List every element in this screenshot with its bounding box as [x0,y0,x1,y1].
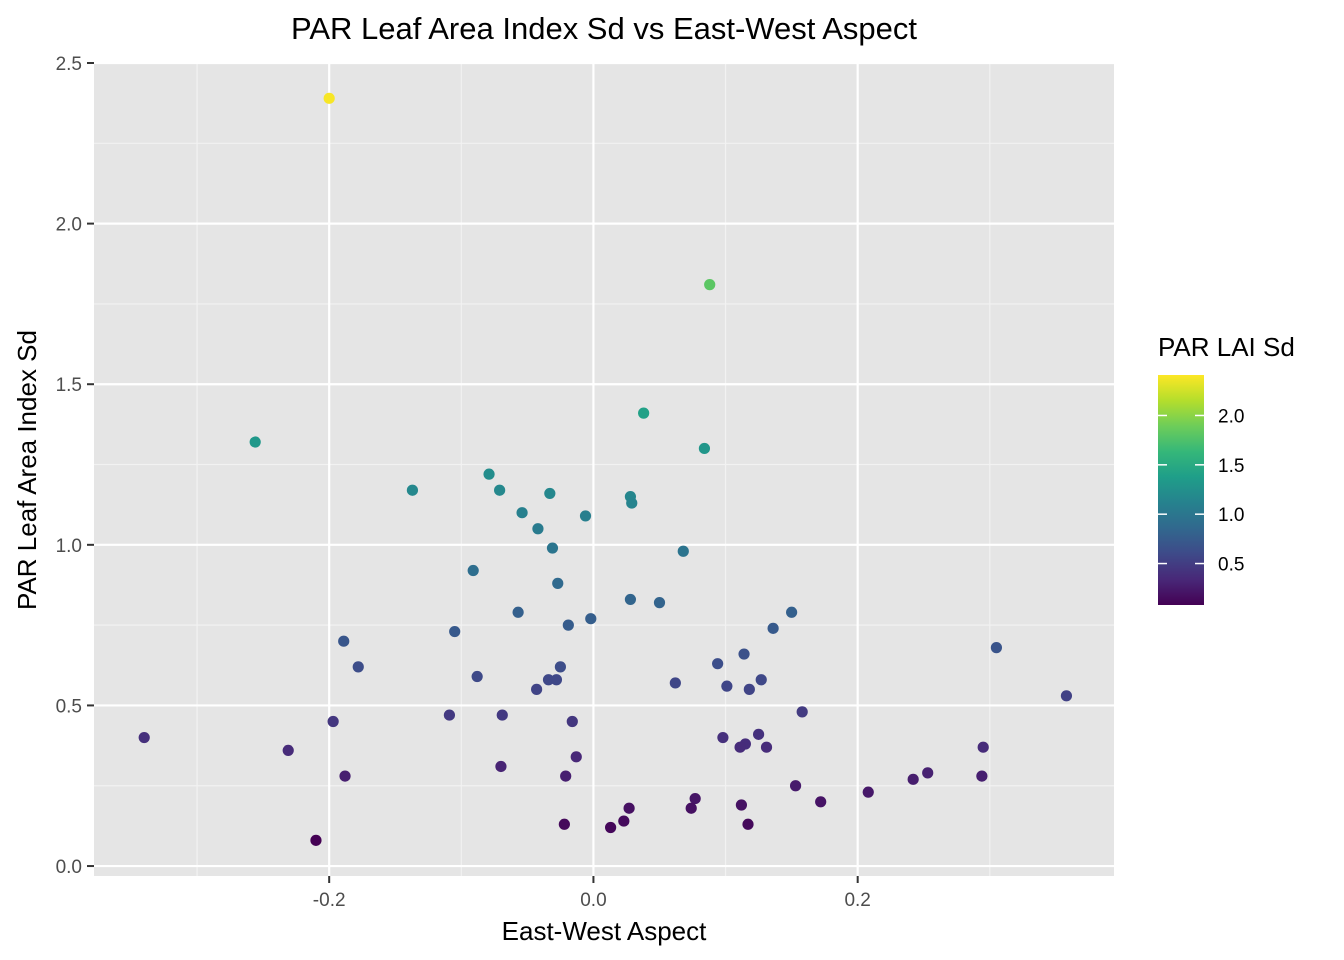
data-point [685,802,697,814]
data-point [339,770,351,782]
data-point [689,792,701,805]
legend-tick-label: 0.5 [1218,555,1244,576]
data-point [977,741,989,753]
data-point [531,683,543,695]
data-point [605,821,617,834]
data-point [512,606,524,618]
data-point [516,507,528,519]
data-point [789,780,802,792]
data-point [704,279,716,291]
plot-panel [94,63,1114,876]
data-point [743,683,755,695]
data-point [698,442,711,455]
y-tick-label: 2.5 [56,54,82,75]
y-axis-title: PAR Leaf Area Index Sd [12,330,42,610]
data-point [282,744,294,757]
data-point [570,751,582,763]
data-point [626,497,638,509]
data-point [449,625,461,638]
y-tick-label: 2.0 [56,215,82,236]
x-tick-label: 0.0 [580,890,606,911]
data-point [618,815,630,827]
data-point [544,487,556,500]
legend-ticks: 0.5 1.0 1.5 2.0 [1158,406,1244,576]
data-point [495,760,507,773]
data-point [338,635,350,647]
minor-gridlines [94,63,1114,876]
color-legend: PAR LAI Sd 0.5 1.0 1.5 2.0 [1158,332,1295,605]
data-point [721,680,733,692]
x-axis-title: East-West Aspect [502,916,707,946]
data-point [862,786,874,798]
data-point [624,593,637,606]
data-point [1060,690,1073,702]
data-point [310,834,322,846]
data-point [327,715,339,728]
data-point [717,731,729,744]
data-point [532,523,544,535]
data-point [138,731,150,744]
y-axis: 0.0 0.5 1.0 1.5 2.0 2.5 [56,54,94,878]
data-point [323,92,335,104]
data-point [483,468,495,480]
data-point [976,770,988,782]
data-point [562,619,574,631]
data-point [542,674,555,686]
legend-tick-label: 2.0 [1218,406,1244,427]
data-point [406,484,419,496]
data-point [735,799,748,811]
y-tick-label: 1.5 [56,375,82,396]
data-point [653,597,666,609]
data-point [755,674,767,686]
legend-tick-label: 1.5 [1218,456,1244,477]
data-point [922,767,934,779]
data-point [552,577,564,589]
data-point [752,728,765,740]
data-point [907,773,919,785]
data-point [496,709,508,721]
y-tick-label: 0.5 [56,696,82,717]
data-point [742,818,754,830]
data-point [560,770,572,782]
data-point [796,706,808,718]
chart-title: PAR Leaf Area Index Sd vs East-West Aspe… [291,11,917,46]
data-points [138,92,1073,846]
data-point [467,564,479,577]
y-tick-label: 1.0 [56,536,82,557]
legend-colorbar [1158,375,1204,605]
data-point [786,606,798,618]
legend-title: PAR LAI Sd [1158,332,1295,362]
data-point [566,715,578,728]
data-point [443,709,456,721]
data-point [990,642,1003,654]
data-point [554,661,566,673]
data-point [738,648,750,660]
x-tick-label: -0.2 [313,890,346,911]
legend-tick-label: 1.0 [1218,505,1244,526]
data-point [249,436,261,448]
major-gridlines [94,61,1114,876]
data-point [352,661,364,673]
data-point [471,670,483,683]
data-point [760,741,773,753]
data-point [546,542,559,554]
data-point [579,510,592,522]
data-point [815,796,827,808]
data-point [558,818,570,830]
data-point [550,674,563,686]
data-point [669,677,681,689]
data-point [623,802,635,814]
data-point [677,545,689,557]
y-tick-label: 0.0 [56,857,82,878]
data-point [494,484,506,496]
data-point [585,613,597,625]
data-point [712,658,724,670]
data-point [734,741,746,753]
x-tick-label: 0.2 [844,890,870,911]
x-axis: -0.2 0.0 0.2 [313,876,871,911]
data-point [638,407,650,419]
data-point [767,622,779,634]
